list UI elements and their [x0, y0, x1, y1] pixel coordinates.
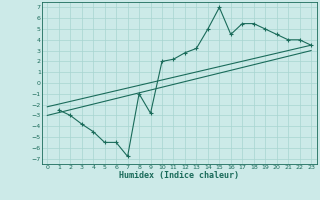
X-axis label: Humidex (Indice chaleur): Humidex (Indice chaleur) [119, 171, 239, 180]
